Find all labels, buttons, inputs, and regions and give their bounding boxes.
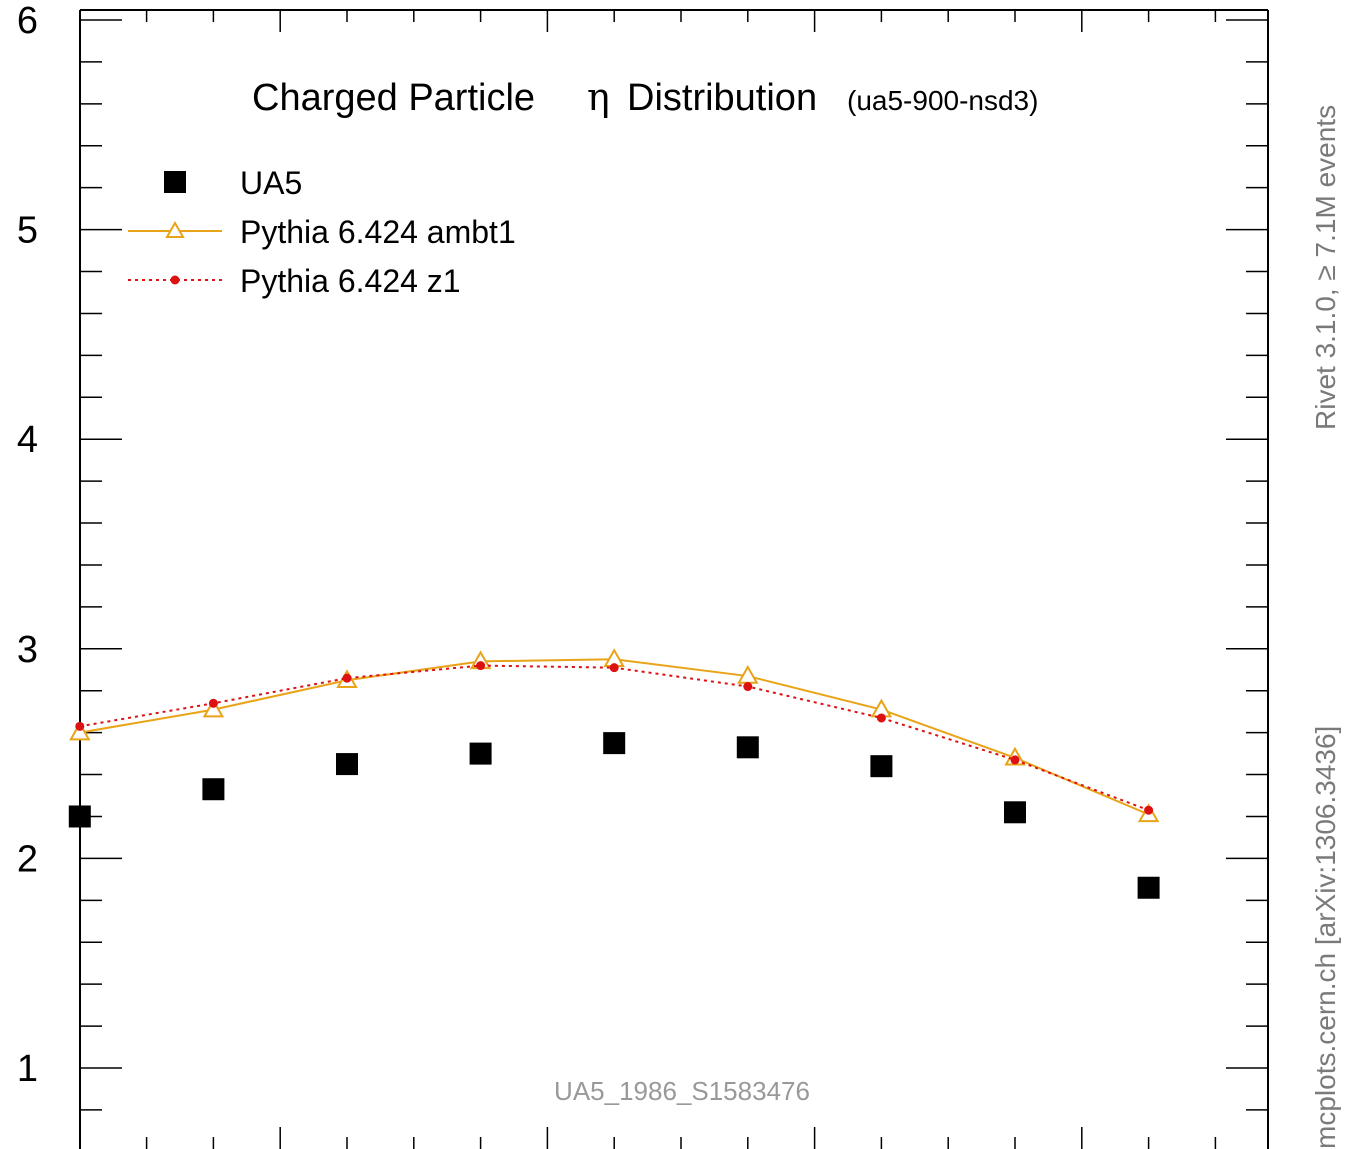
y-tick-label: 6	[17, 0, 38, 42]
chart-subtitle: (ua5-900-nsd3)	[847, 85, 1038, 116]
rivet-events-label: Rivet 3.1.0, ≥ 7.1M events	[1310, 104, 1341, 430]
series-2	[69, 648, 1160, 823]
legend-label: UA5	[240, 165, 302, 201]
data-point	[68, 805, 91, 828]
data-point	[1010, 755, 1020, 765]
y-tick-label: 2	[17, 838, 38, 880]
series-1	[68, 732, 1160, 899]
data-point	[603, 732, 626, 755]
legend: UA5 Pythia 6.424 ambt1 Pythia 6.424 z1	[128, 165, 516, 299]
y-tick-label: 4	[17, 419, 38, 461]
data-point	[75, 721, 85, 731]
data-point	[736, 736, 759, 759]
data-point	[1004, 801, 1026, 824]
analysis-watermark: UA5_1986_S1583476	[554, 1076, 810, 1106]
y-tick-label: 3	[17, 629, 38, 671]
data-point	[870, 755, 893, 778]
series-3	[75, 661, 1154, 815]
legend-label: Pythia 6.424 ambt1	[240, 214, 516, 250]
data-point	[342, 673, 352, 683]
data-point	[1137, 876, 1160, 899]
y-tick-labels: 1 2 3 4 5 6	[17, 0, 38, 1090]
chart-title: Charged Particle	[252, 77, 535, 119]
legend-marker	[164, 171, 186, 193]
data-point	[202, 778, 225, 801]
data-point	[476, 661, 486, 671]
data-point	[336, 753, 358, 776]
legend-marker	[170, 275, 180, 285]
chart-title-symbol: η	[587, 75, 610, 119]
series-layer	[68, 648, 1160, 899]
data-point	[876, 713, 886, 723]
chart-title-suffix: Distribution	[627, 77, 817, 119]
data-point	[202, 698, 225, 718]
data-point	[743, 682, 753, 692]
data-point	[69, 721, 91, 741]
mcplots-source-label: mcplots.cern.ch [arXiv:1306.3436]	[1310, 725, 1341, 1149]
legend-label: Pythia 6.424 z1	[240, 263, 461, 299]
axis-ticks	[80, 10, 1268, 1149]
data-point	[609, 663, 619, 673]
y-tick-label: 5	[17, 210, 38, 252]
data-point	[469, 742, 492, 765]
data-point	[208, 698, 218, 708]
plot-frame	[79, 9, 1269, 1149]
y-tick-label: 1	[17, 1048, 38, 1090]
data-point	[1144, 805, 1154, 815]
legend-marker	[165, 220, 185, 238]
